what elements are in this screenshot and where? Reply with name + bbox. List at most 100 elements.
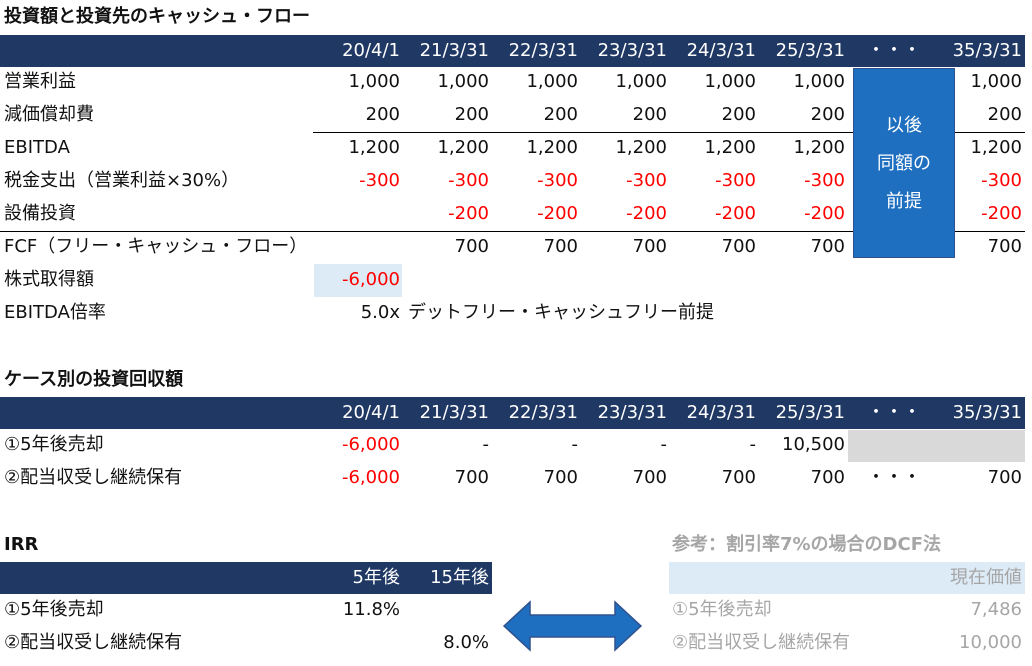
cell: 10,000: [959, 632, 1022, 653]
cell: 700: [721, 467, 756, 488]
cell: 1,000: [704, 71, 756, 92]
row-label: EBITDA: [4, 137, 70, 158]
cell: 23/3/31: [597, 402, 667, 423]
section-title: ケース別の投資回収額: [4, 369, 184, 390]
column-header: 15年後: [430, 567, 489, 588]
box-text: 以後: [886, 115, 922, 136]
cell: 22/3/31: [508, 402, 578, 423]
cell: -200: [626, 203, 667, 224]
row-label: ①5年後売却: [4, 434, 104, 455]
row-label: ②配当収受し継続保有: [4, 467, 183, 488]
header-bar: [0, 397, 1025, 429]
cell: 1,200: [348, 137, 400, 158]
cell: 1,000: [526, 71, 578, 92]
row-label: 税金支出（営業利益×30%）: [4, 170, 240, 191]
header-bar: [0, 562, 492, 594]
cell: 200: [810, 104, 845, 125]
row-label: 設備投資: [4, 203, 76, 224]
cell: 200: [365, 104, 400, 125]
cell: 1,200: [526, 137, 578, 158]
cell: 10,500: [782, 434, 845, 455]
cell: -300: [537, 170, 578, 191]
cell: 700: [987, 236, 1022, 257]
cell: 1,000: [970, 71, 1022, 92]
row-label: FCF（フリー・キャッシュ・フロー）: [4, 236, 308, 257]
cell: 20/4/1: [342, 402, 400, 423]
cell: -300: [448, 170, 489, 191]
header-bar: [0, 35, 1025, 67]
cell: -300: [804, 170, 845, 191]
cell: 24/3/31: [686, 40, 756, 61]
cell: -200: [804, 203, 845, 224]
cell: 1,200: [793, 137, 845, 158]
cell: 21/3/31: [419, 40, 489, 61]
cell: 1,000: [615, 71, 667, 92]
cell: 35/3/31: [952, 40, 1022, 61]
cell: 1,000: [348, 71, 400, 92]
cell: 35/3/31: [952, 402, 1022, 423]
double-arrow: [502, 600, 643, 652]
cell: -200: [537, 203, 578, 224]
cell: 700: [543, 467, 578, 488]
row-label: ①5年後売却: [672, 599, 772, 620]
cell: 22/3/31: [508, 40, 578, 61]
cell: -6,000: [341, 467, 400, 488]
section-title: IRR: [4, 534, 39, 555]
row-label: 営業利益: [4, 71, 76, 92]
cell: 1,200: [437, 137, 489, 158]
cell: -200: [448, 203, 489, 224]
note: デットフリー・キャッシュフリー前提: [408, 302, 714, 323]
cell: 21/3/31: [419, 402, 489, 423]
column-header: 現在価値: [950, 567, 1022, 588]
cell: 7,486: [970, 599, 1022, 620]
cell: ・・・: [867, 402, 921, 423]
box-text: 前提: [886, 191, 922, 212]
rule: [313, 132, 1025, 133]
row-label: ②配当収受し継続保有: [672, 632, 851, 653]
cell: 5.0x: [360, 302, 400, 323]
cell: 200: [543, 104, 578, 125]
cell: -200: [715, 203, 756, 224]
cell: 200: [987, 104, 1022, 125]
row-label: ②配当収受し継続保有: [4, 632, 183, 653]
row-label: 減価償却費: [4, 104, 94, 125]
note-box: [853, 68, 955, 258]
cell: 700: [721, 236, 756, 257]
cell: 200: [454, 104, 489, 125]
cell: -: [482, 434, 490, 455]
cell: 700: [632, 236, 667, 257]
cell: 700: [632, 467, 667, 488]
cell: -300: [359, 170, 400, 191]
box-text: 同額の: [877, 153, 931, 174]
cell-highlight: [314, 264, 402, 297]
cell: 25/3/31: [775, 402, 845, 423]
row-label: ①5年後売却: [4, 599, 104, 620]
section-title: 参考：割引率7%の場合のDCF法: [672, 534, 942, 555]
section-title: 投資額と投資先のキャッシュ・フロー: [4, 6, 310, 27]
cell: 24/3/31: [686, 402, 756, 423]
row-label: 株式取得額: [4, 269, 94, 290]
cell: 200: [721, 104, 756, 125]
cell: 1,200: [704, 137, 756, 158]
cell: 700: [810, 467, 845, 488]
cell: -: [660, 434, 668, 455]
cell: -200: [981, 203, 1022, 224]
cell: 700: [987, 467, 1022, 488]
cell: 20/4/1: [342, 40, 400, 61]
cell: 200: [632, 104, 667, 125]
row-label: EBITDA倍率: [4, 302, 106, 323]
cell: -: [749, 434, 757, 455]
rule: [0, 231, 1025, 232]
cell: -: [571, 434, 579, 455]
cell: -300: [626, 170, 667, 191]
cell: 700: [454, 236, 489, 257]
cell: 1,200: [615, 137, 667, 158]
cell: 1,200: [970, 137, 1022, 158]
cell: -300: [981, 170, 1022, 191]
cell: ・・・: [867, 40, 921, 61]
cell: 700: [543, 236, 578, 257]
cell: -300: [715, 170, 756, 191]
cell: 1,000: [437, 71, 489, 92]
cell: 700: [454, 467, 489, 488]
